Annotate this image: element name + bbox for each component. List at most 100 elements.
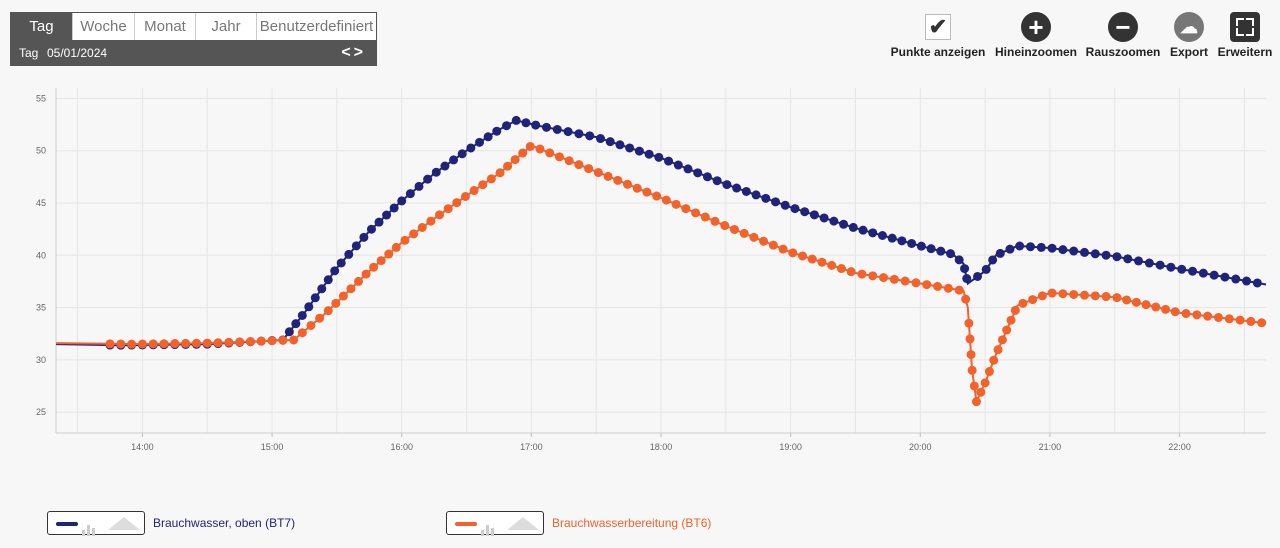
tab-year[interactable]: Jahr: [196, 13, 257, 40]
data-point: [323, 306, 333, 316]
tab-day[interactable]: Tag: [11, 13, 73, 40]
date-navigation-arrows[interactable]: <>: [341, 40, 366, 66]
zoom-in-button[interactable]: + Hineinzoomen: [993, 12, 1079, 59]
chevron-right-icon[interactable]: >: [353, 44, 366, 61]
data-point: [946, 249, 956, 259]
data-point: [1025, 242, 1035, 252]
data-point: [943, 283, 953, 293]
legend-swatch-bt6: [446, 511, 544, 536]
data-point: [993, 345, 1003, 355]
data-point: [1151, 302, 1161, 312]
tab-custom[interactable]: Benutzerdefiniert: [257, 13, 376, 40]
y-tick-label: 55: [36, 93, 46, 103]
data-point: [426, 216, 436, 226]
data-point: [297, 328, 307, 338]
data-point: [632, 183, 642, 193]
data-point: [525, 141, 535, 151]
data-point: [969, 381, 979, 391]
expand-button[interactable]: Erweitern: [1216, 12, 1274, 59]
data-point: [1213, 312, 1223, 322]
data-point: [691, 208, 701, 218]
data-point: [344, 249, 354, 259]
data-point: [1166, 262, 1176, 272]
data-point: [435, 210, 445, 220]
data-point: [720, 221, 730, 231]
data-point: [1131, 297, 1141, 307]
check-icon[interactable]: ✔: [925, 14, 951, 40]
data-point: [962, 274, 972, 284]
data-point: [449, 155, 459, 165]
data-point: [1037, 291, 1047, 301]
data-point: [478, 180, 488, 190]
data-point: [391, 242, 401, 252]
data-point: [1198, 268, 1208, 278]
data-point: [780, 200, 790, 210]
data-point: [1257, 318, 1267, 328]
data-point: [1231, 274, 1241, 284]
show-points-toggle[interactable]: ✔ Punkte anzeigen: [890, 12, 986, 59]
data-point: [495, 168, 505, 178]
data-point: [382, 210, 392, 220]
data-point: [887, 233, 897, 243]
zoom-out-button[interactable]: − Rauszoomen: [1085, 12, 1161, 59]
tab-week[interactable]: Woche: [73, 13, 135, 40]
data-point: [976, 387, 986, 397]
tab-month[interactable]: Monat: [135, 13, 196, 40]
data-point: [374, 217, 384, 227]
data-point: [981, 264, 991, 274]
data-point: [1090, 249, 1100, 259]
data-point: [148, 339, 158, 349]
data-point: [980, 378, 990, 388]
data-point: [664, 156, 674, 166]
data-point: [359, 232, 369, 242]
data-point: [245, 337, 255, 347]
export-button[interactable]: ☁ Export: [1168, 12, 1210, 59]
data-point: [1069, 289, 1079, 299]
data-point: [1181, 309, 1191, 319]
data-point: [466, 143, 476, 153]
data-point: [809, 210, 819, 220]
range-tabs: Tag Woche Monat Jahr Benutzerdefiniert: [11, 13, 376, 40]
legend-label-bt6: Brauchwasserbereitung (BT6): [552, 516, 712, 530]
x-tick-label: 14:00: [131, 442, 154, 452]
cloud-download-icon: ☁: [1174, 12, 1204, 42]
data-point: [1203, 311, 1213, 321]
minus-icon: −: [1108, 12, 1138, 42]
data-point: [224, 337, 234, 347]
legend-item-bt7[interactable]: Brauchwasser, oben (BT7): [47, 510, 295, 536]
data-point: [644, 149, 654, 159]
data-point: [1080, 247, 1089, 257]
data-point: [389, 203, 399, 213]
data-point: [346, 284, 356, 294]
data-point: [625, 143, 635, 153]
data-point: [1252, 278, 1262, 288]
data-point: [971, 397, 981, 407]
data-point: [511, 115, 521, 125]
data-point: [652, 191, 662, 201]
data-point: [605, 137, 615, 147]
data-point: [330, 266, 340, 276]
data-point: [284, 327, 294, 337]
y-tick-label: 30: [36, 355, 46, 365]
data-point: [800, 207, 810, 217]
data-point: [1047, 243, 1057, 253]
data-point: [846, 267, 856, 277]
data-point: [278, 335, 288, 345]
data-point: [634, 146, 644, 156]
chevron-left-icon[interactable]: <: [341, 44, 354, 61]
data-point: [1010, 305, 1020, 315]
data-point: [503, 161, 513, 171]
data-point: [256, 336, 266, 346]
data-point: [510, 155, 520, 165]
data-point: [502, 121, 512, 131]
legend-item-bt6[interactable]: Brauchwasserbereitung (BT6): [446, 510, 711, 536]
data-point: [1058, 289, 1068, 299]
data-point: [492, 126, 502, 136]
line-chart[interactable]: 25 30 35 40 45 50 55 14:00 15:00 16:00 17:00 18:00 1…: [0, 78, 1280, 468]
date-range-selector: Tag Woche Monat Jahr Benutzerdefiniert T…: [10, 12, 377, 66]
data-point: [486, 174, 496, 184]
data-point: [310, 293, 320, 303]
x-tick-label: 19:00: [779, 442, 802, 452]
data-point: [1144, 258, 1154, 268]
data-point: [414, 181, 424, 191]
